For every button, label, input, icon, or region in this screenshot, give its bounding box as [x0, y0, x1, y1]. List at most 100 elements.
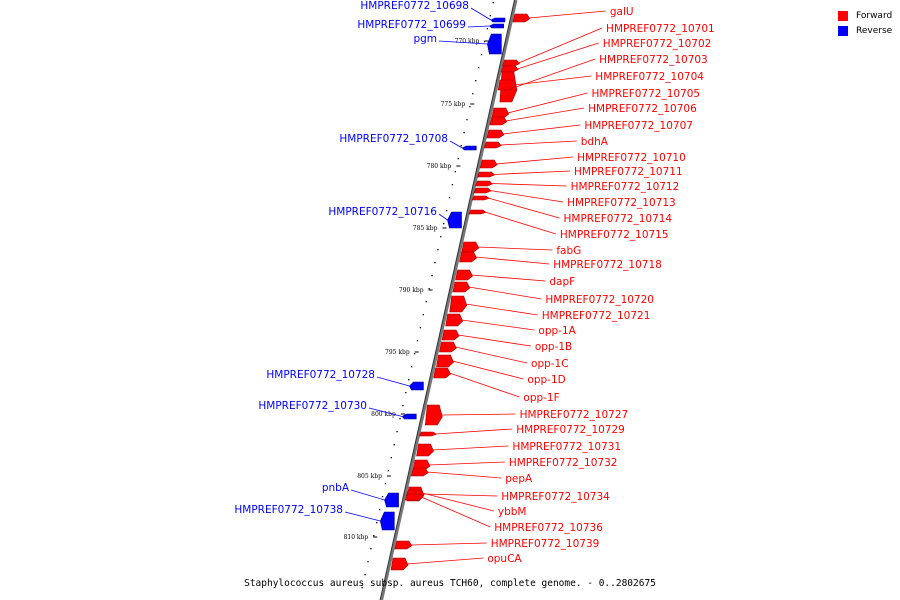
forward-leader: [471, 274, 546, 282]
guide-dot: [384, 483, 387, 485]
tick-label: 795 kbp: [385, 349, 410, 356]
reverse-gene-label: HMPREF0772_10730: [258, 400, 367, 412]
guide-dot: [373, 535, 375, 537]
reverse-gene: [489, 23, 504, 29]
forward-leader: [432, 445, 509, 451]
guide-dot: [425, 301, 427, 303]
guide-dot: [457, 158, 459, 160]
forward-leader: [496, 156, 574, 165]
guide-dot: [460, 145, 462, 147]
forward-leader: [406, 557, 484, 565]
forward-gene: [449, 295, 468, 313]
forward-gene-label: pepA: [505, 473, 533, 485]
reverse-leader: [376, 376, 410, 387]
forward-gene-label: bdhA: [581, 136, 609, 148]
reverse-leader: [438, 40, 488, 45]
forward-gene-label: fabG: [556, 245, 581, 257]
tick-label: 775 kbp: [441, 101, 466, 108]
forward-gene: [441, 329, 460, 341]
forward-gene-label: opp-1A: [538, 325, 576, 337]
guide-dot: [381, 496, 384, 498]
forward-gene-label: HMPREF0772_10727: [520, 409, 629, 421]
guide-dot: [475, 80, 477, 82]
guide-dot: [370, 548, 372, 550]
forward-gene-label: HMPREF0772_10706: [588, 103, 697, 115]
backbone-edge: [379, 0, 515, 600]
forward-leader: [502, 124, 581, 135]
forward-leader: [489, 190, 564, 203]
reverse-gene: [487, 33, 502, 55]
forward-leader: [441, 413, 516, 416]
reverse-gene-label: HMPREF0772_10698: [360, 0, 469, 12]
forward-gene-label: HMPREF0772_10711: [574, 166, 683, 178]
forward-gene: [455, 269, 473, 281]
forward-leader: [493, 170, 571, 175]
guide-dot: [364, 574, 366, 576]
reverse-gene: [384, 492, 399, 508]
tick-label: 800 kbp: [371, 411, 396, 418]
forward-leader: [528, 10, 606, 19]
forward-gene-label: HMPREF0772_10703: [599, 54, 708, 66]
forward-gene: [416, 443, 434, 457]
guide-dot: [469, 106, 471, 108]
reverse-leader: [470, 7, 492, 21]
reverse-leader: [449, 140, 463, 149]
forward-leader: [465, 303, 538, 316]
guide-dot: [483, 41, 486, 43]
forward-gene: [473, 187, 492, 194]
forward-gene: [418, 431, 437, 437]
forward-gene: [410, 467, 429, 477]
guide-dot: [378, 509, 381, 511]
reverse-gene-label: pnbA: [322, 482, 350, 494]
forward-leader: [500, 140, 577, 146]
forward-leader: [515, 58, 596, 88]
forward-gene-label: HMPREF0772_10710: [577, 152, 686, 164]
forward-leader: [518, 27, 603, 64]
legend-reverse-label: Reverse: [856, 25, 893, 36]
legend-reverse: Reverse: [838, 23, 892, 38]
guide-dot: [492, 2, 494, 4]
reverse-gene-label: HMPREF0772_10738: [234, 504, 343, 516]
guide-dot: [443, 223, 445, 225]
forward-leader: [461, 319, 535, 331]
forward-gene-label: HMPREF0772_10734: [501, 491, 610, 503]
guide-dot: [387, 470, 390, 472]
forward-leader: [452, 360, 524, 380]
forward-gene-label: opp-1B: [535, 341, 572, 353]
forward-gene: [461, 241, 480, 253]
forward-leader: [449, 372, 520, 398]
genome-caption: Staphylococcus aureus subsp. aureus TCH6…: [244, 578, 656, 589]
reverse-gene: [409, 381, 424, 391]
forward-leader: [484, 211, 557, 235]
forward-gene-label: galU: [610, 6, 634, 18]
forward-gene-label: HMPREF0772_10701: [606, 23, 715, 35]
guide-dot: [411, 366, 413, 368]
reverse-leader: [350, 489, 385, 501]
forward-gene: [468, 209, 487, 215]
guide-dot: [451, 184, 454, 186]
forward-gene: [512, 13, 531, 23]
forward-leader: [422, 493, 498, 497]
forward-leader: [505, 107, 585, 122]
tick-label: 810 kbp: [344, 534, 369, 541]
forward-gene: [439, 341, 457, 353]
guide-dot: [472, 93, 474, 95]
guide-dot: [413, 353, 416, 355]
forward-gene-label: HMPREF0772_10720: [545, 294, 654, 306]
guide-dot: [399, 418, 401, 420]
forward-swatch: [838, 10, 848, 21]
tick-label: 785 kbp: [413, 225, 438, 232]
reverse-gene-label: pgm: [413, 33, 437, 45]
forward-leader: [410, 542, 487, 546]
forward-gene-label: HMPREF0772_10707: [584, 120, 693, 132]
guide-dot: [402, 405, 404, 407]
forward-gene: [459, 251, 477, 263]
forward-leader: [458, 334, 531, 347]
forward-leader: [428, 461, 505, 466]
guide-dot: [437, 249, 439, 251]
reverse-gene-label: HMPREF0772_10699: [357, 19, 466, 31]
forward-gene-label: HMPREF0772_10705: [591, 88, 700, 100]
guide-dot: [448, 197, 451, 199]
guide-dot: [367, 561, 369, 563]
forward-leader: [475, 256, 550, 265]
